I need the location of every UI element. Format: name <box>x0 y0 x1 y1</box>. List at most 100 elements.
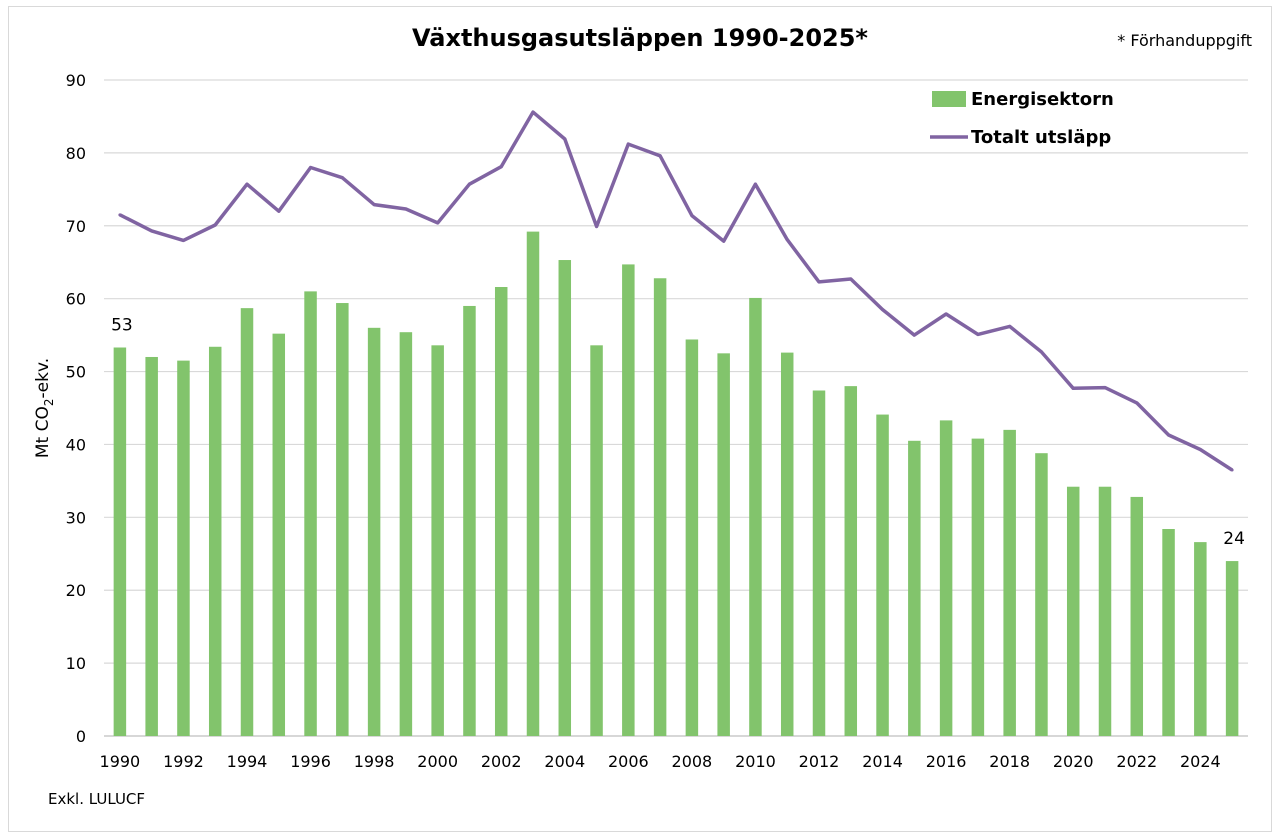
energy-sector-bars <box>113 231 1239 736</box>
bar-2001 <box>463 305 476 736</box>
line-point-1995 <box>277 209 281 213</box>
x-tick-label: 2022 <box>1116 752 1157 771</box>
line-point-2012 <box>817 280 821 284</box>
bar-2004 <box>558 260 572 736</box>
bar-2022 <box>1130 496 1144 736</box>
line-point-2008 <box>690 214 694 218</box>
line-point-2011 <box>785 238 789 242</box>
bar-2025 <box>1225 561 1239 736</box>
y-tick-label: 90 <box>66 71 86 90</box>
y-tick-label: 50 <box>66 363 86 382</box>
x-tick-label: 2004 <box>544 752 585 771</box>
line-point-2025 <box>1230 468 1234 472</box>
bar-2013 <box>844 386 858 736</box>
bar-2021 <box>1098 486 1112 736</box>
y-tick-label: 10 <box>66 654 86 673</box>
bar-1998 <box>367 327 381 736</box>
line-point-1992 <box>181 238 185 242</box>
chart-title: Växthusgasutsläppen 1990-2025* <box>412 24 868 52</box>
x-tick-label: 1994 <box>227 752 268 771</box>
legend-label-totalt: Totalt utsläpp <box>971 127 1111 148</box>
bar-1993 <box>208 346 222 736</box>
bar-1992 <box>177 360 190 736</box>
y-tick-label: 20 <box>66 581 86 600</box>
x-tick-label: 2020 <box>1053 752 1094 771</box>
y-axis-label: Mt CO2-ekv. <box>33 358 56 458</box>
line-point-2021 <box>1103 386 1107 390</box>
gridlines <box>104 79 1248 737</box>
bar-2005 <box>590 345 603 736</box>
line-point-2003 <box>531 110 535 114</box>
x-tick-label: 1998 <box>354 752 395 771</box>
chart-note: * Förhanduppgift <box>1117 31 1252 50</box>
bar-2002 <box>494 287 508 736</box>
line-point-1999 <box>404 207 408 211</box>
bar-2024 <box>1194 542 1207 736</box>
bar-2003 <box>526 231 540 736</box>
x-tick-label: 2018 <box>989 752 1030 771</box>
y-tick-label: 30 <box>66 508 86 527</box>
line-point-2000 <box>436 221 440 225</box>
y-tick-label: 70 <box>66 217 86 236</box>
bar-2023 <box>1162 528 1175 736</box>
line-point-1993 <box>213 223 217 227</box>
line-point-2017 <box>976 332 980 336</box>
y-tick-label: 0 <box>76 727 86 746</box>
bar-2020 <box>1066 486 1080 736</box>
data-label: 24 <box>1223 529 1245 549</box>
bar-2016 <box>939 420 953 736</box>
total-emissions-line <box>118 110 1234 472</box>
line-point-2020 <box>1071 386 1075 390</box>
line-point-2006 <box>626 142 630 146</box>
y-tick-label: 60 <box>66 290 86 309</box>
y-axis-label-suffix: -ekv. <box>33 358 53 399</box>
line-point-2007 <box>658 154 662 158</box>
y-tick-label: 80 <box>66 144 86 163</box>
bar-2014 <box>876 414 889 736</box>
x-tick-label: 1996 <box>290 752 331 771</box>
bar-2007 <box>653 278 667 736</box>
x-tick-label: 2024 <box>1180 752 1221 771</box>
bar-2009 <box>717 353 730 736</box>
bar-1999 <box>399 332 413 736</box>
bar-1996 <box>304 291 317 736</box>
x-tick-label: 1990 <box>100 752 141 771</box>
line-point-2001 <box>467 182 471 186</box>
data-label: 53 <box>111 316 133 336</box>
legend: Energisektorn Totalt utsläpp <box>930 89 1114 148</box>
footnote: Exkl. LULUCF <box>48 790 145 808</box>
x-tick-label: 2008 <box>672 752 713 771</box>
x-axis-ticks: 1990 1992 1994 1996 1998 2000 2002 2004 2006 2008… <box>100 752 1221 771</box>
line-point-2002 <box>499 165 503 169</box>
bar-1997 <box>336 303 349 736</box>
line-point-1998 <box>372 203 376 207</box>
line-point-2005 <box>595 225 599 229</box>
bar-2011 <box>780 352 794 736</box>
line-point-2018 <box>1008 324 1012 328</box>
bar-1994 <box>240 308 254 736</box>
x-tick-label: 2012 <box>799 752 840 771</box>
line-point-1991 <box>150 229 154 233</box>
x-tick-label: 2010 <box>735 752 776 771</box>
bar-2019 <box>1035 453 1048 736</box>
y-axis-label-subscript: 2 <box>42 398 56 406</box>
bar-2018 <box>1003 429 1016 736</box>
x-tick-label: 1992 <box>163 752 204 771</box>
line-point-2013 <box>849 277 853 281</box>
x-tick-label: 2002 <box>481 752 522 771</box>
legend-label-energisektorn: Energisektorn <box>971 89 1114 110</box>
line-point-2009 <box>722 239 726 243</box>
bar-2017 <box>971 438 985 736</box>
legend-bar-swatch <box>932 91 966 107</box>
chart-frame <box>8 6 1272 832</box>
total-line-path <box>119 110 1234 472</box>
line-point-1997 <box>340 176 344 180</box>
bar-2008 <box>685 339 699 736</box>
x-tick-label: 2006 <box>608 752 649 771</box>
x-tick-label: 2000 <box>417 752 458 771</box>
x-tick-label: 2016 <box>926 752 967 771</box>
line-point-2023 <box>1167 433 1171 437</box>
y-axis-ticks: 0 10 20 30 40 50 60 70 80 90 <box>66 71 86 746</box>
data-labels: 53 24 <box>111 316 1245 550</box>
